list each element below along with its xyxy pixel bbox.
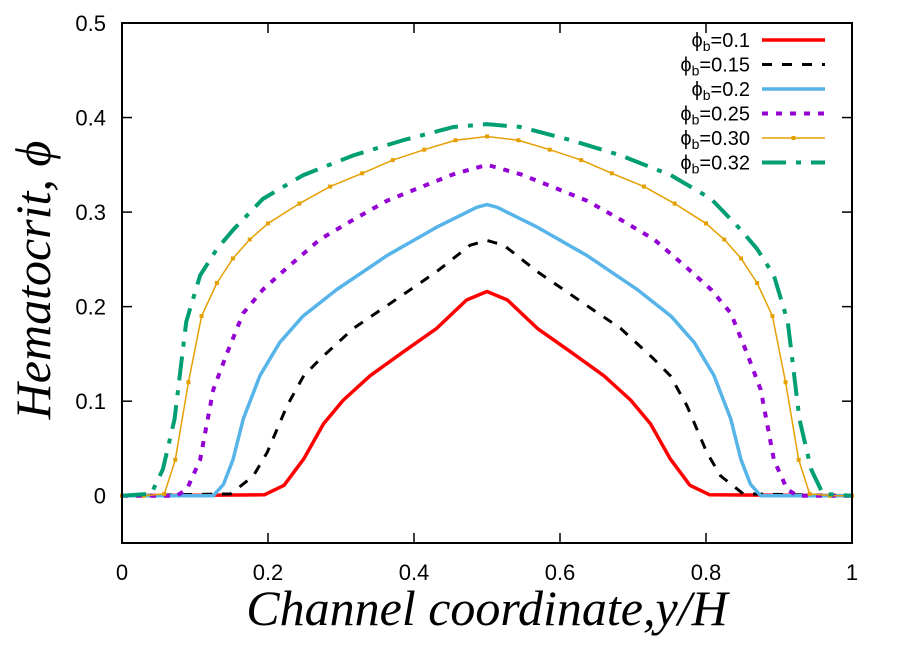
legend-entry-3: ϕb=0.25 bbox=[680, 104, 825, 128]
series-line-1 bbox=[121, 238, 853, 498]
data-point bbox=[247, 237, 252, 242]
legend-label-3: ϕb=0.25 bbox=[680, 104, 750, 128]
data-point bbox=[516, 138, 521, 143]
data-point bbox=[360, 171, 365, 176]
y-tick-label: 0 bbox=[94, 484, 106, 509]
series-line-4 bbox=[122, 135, 852, 497]
legend-value: =0.30 bbox=[699, 128, 750, 150]
series-line-3 bbox=[122, 162, 852, 498]
x-tick-label: 0.2 bbox=[253, 560, 284, 585]
x-tick-label: 0.4 bbox=[399, 560, 430, 585]
legend-value: =0.1 bbox=[711, 30, 750, 52]
legend-symbol: ϕ bbox=[692, 30, 703, 52]
data-point bbox=[485, 134, 489, 139]
x-axis-title: Channel coordinate,y/H bbox=[246, 580, 730, 636]
data-point bbox=[266, 221, 270, 226]
legend-entry-1: ϕb=0.15 bbox=[680, 55, 825, 79]
legend-subscript: b bbox=[692, 112, 700, 128]
series-line-2 bbox=[122, 202, 852, 498]
data-point bbox=[453, 138, 458, 143]
legend-label-4: ϕb=0.30 bbox=[680, 128, 750, 152]
plot-frame bbox=[121, 22, 853, 544]
legend-subscript: b bbox=[692, 63, 700, 79]
legend-value: =0.2 bbox=[711, 79, 750, 101]
y-tick-label: 0.4 bbox=[75, 106, 106, 131]
x-tick-label: 1 bbox=[846, 560, 858, 585]
legend-value: =0.32 bbox=[699, 153, 750, 175]
data-point bbox=[722, 237, 727, 242]
legend-symbol: ϕ bbox=[680, 128, 691, 150]
data-point bbox=[609, 171, 614, 176]
legend-subscript: b bbox=[692, 161, 700, 177]
data-point bbox=[704, 221, 708, 226]
y-tick-label: 0.5 bbox=[75, 11, 106, 36]
axis-ticks: 0 0.2 0.4 0.6 0.8 1 0 0.1 0.2 0.3 0.4 0.5 bbox=[75, 11, 858, 585]
series-lines bbox=[120, 122, 854, 498]
y-tick-label: 0.3 bbox=[75, 200, 106, 225]
legend-marker bbox=[791, 136, 796, 140]
legend-entry-5: ϕb=0.32 bbox=[680, 153, 825, 177]
series-line-0 bbox=[121, 289, 853, 498]
y-tick-label: 0.2 bbox=[75, 295, 106, 320]
legend-subscript: b bbox=[703, 87, 711, 103]
data-point bbox=[173, 457, 178, 462]
legend-symbol: ϕ bbox=[680, 104, 691, 126]
data-point bbox=[807, 491, 812, 496]
legend-label-0: ϕb=0.1 bbox=[692, 30, 750, 54]
legend-subscript: b bbox=[703, 38, 711, 54]
data-point bbox=[297, 201, 302, 206]
data-point bbox=[547, 147, 552, 152]
data-point bbox=[186, 380, 191, 385]
x-tick-label: 0 bbox=[116, 560, 128, 585]
legend-label-2: ϕb=0.2 bbox=[692, 79, 750, 103]
legend-label-1: ϕb=0.15 bbox=[680, 55, 750, 79]
data-point bbox=[162, 491, 167, 496]
data-point bbox=[672, 201, 677, 206]
data-point bbox=[230, 256, 235, 261]
series-line-5 bbox=[121, 122, 853, 498]
data-point bbox=[390, 158, 395, 163]
legend-value: =0.15 bbox=[699, 55, 750, 77]
legend-symbol: ϕ bbox=[680, 55, 691, 77]
data-point bbox=[214, 281, 219, 285]
legend-entry-4: ϕb=0.30 bbox=[680, 128, 825, 152]
legend-entry-2: ϕb=0.2 bbox=[692, 79, 825, 103]
y-axis-title: Hematocrit, ϕ bbox=[5, 141, 61, 421]
data-point bbox=[579, 158, 584, 163]
legend-subscript: b bbox=[692, 136, 700, 152]
data-point bbox=[641, 184, 646, 189]
data-point bbox=[796, 457, 801, 462]
data-point bbox=[770, 314, 775, 319]
data-point bbox=[783, 380, 788, 385]
legend-symbol: ϕ bbox=[680, 153, 691, 175]
data-point bbox=[199, 314, 204, 319]
legend-symbol: ϕ bbox=[692, 79, 703, 101]
legend-value: =0.25 bbox=[699, 104, 750, 126]
legend-label-5: ϕb=0.32 bbox=[680, 153, 750, 177]
data-point bbox=[739, 256, 744, 261]
data-point bbox=[755, 281, 760, 285]
legend-entry-0: ϕb=0.1 bbox=[692, 30, 825, 54]
y-tick-label: 0.1 bbox=[75, 389, 106, 414]
data-point bbox=[328, 184, 333, 189]
x-tick-label: 0.6 bbox=[545, 560, 576, 585]
data-point bbox=[422, 147, 427, 152]
x-tick-label: 0.8 bbox=[691, 560, 722, 585]
